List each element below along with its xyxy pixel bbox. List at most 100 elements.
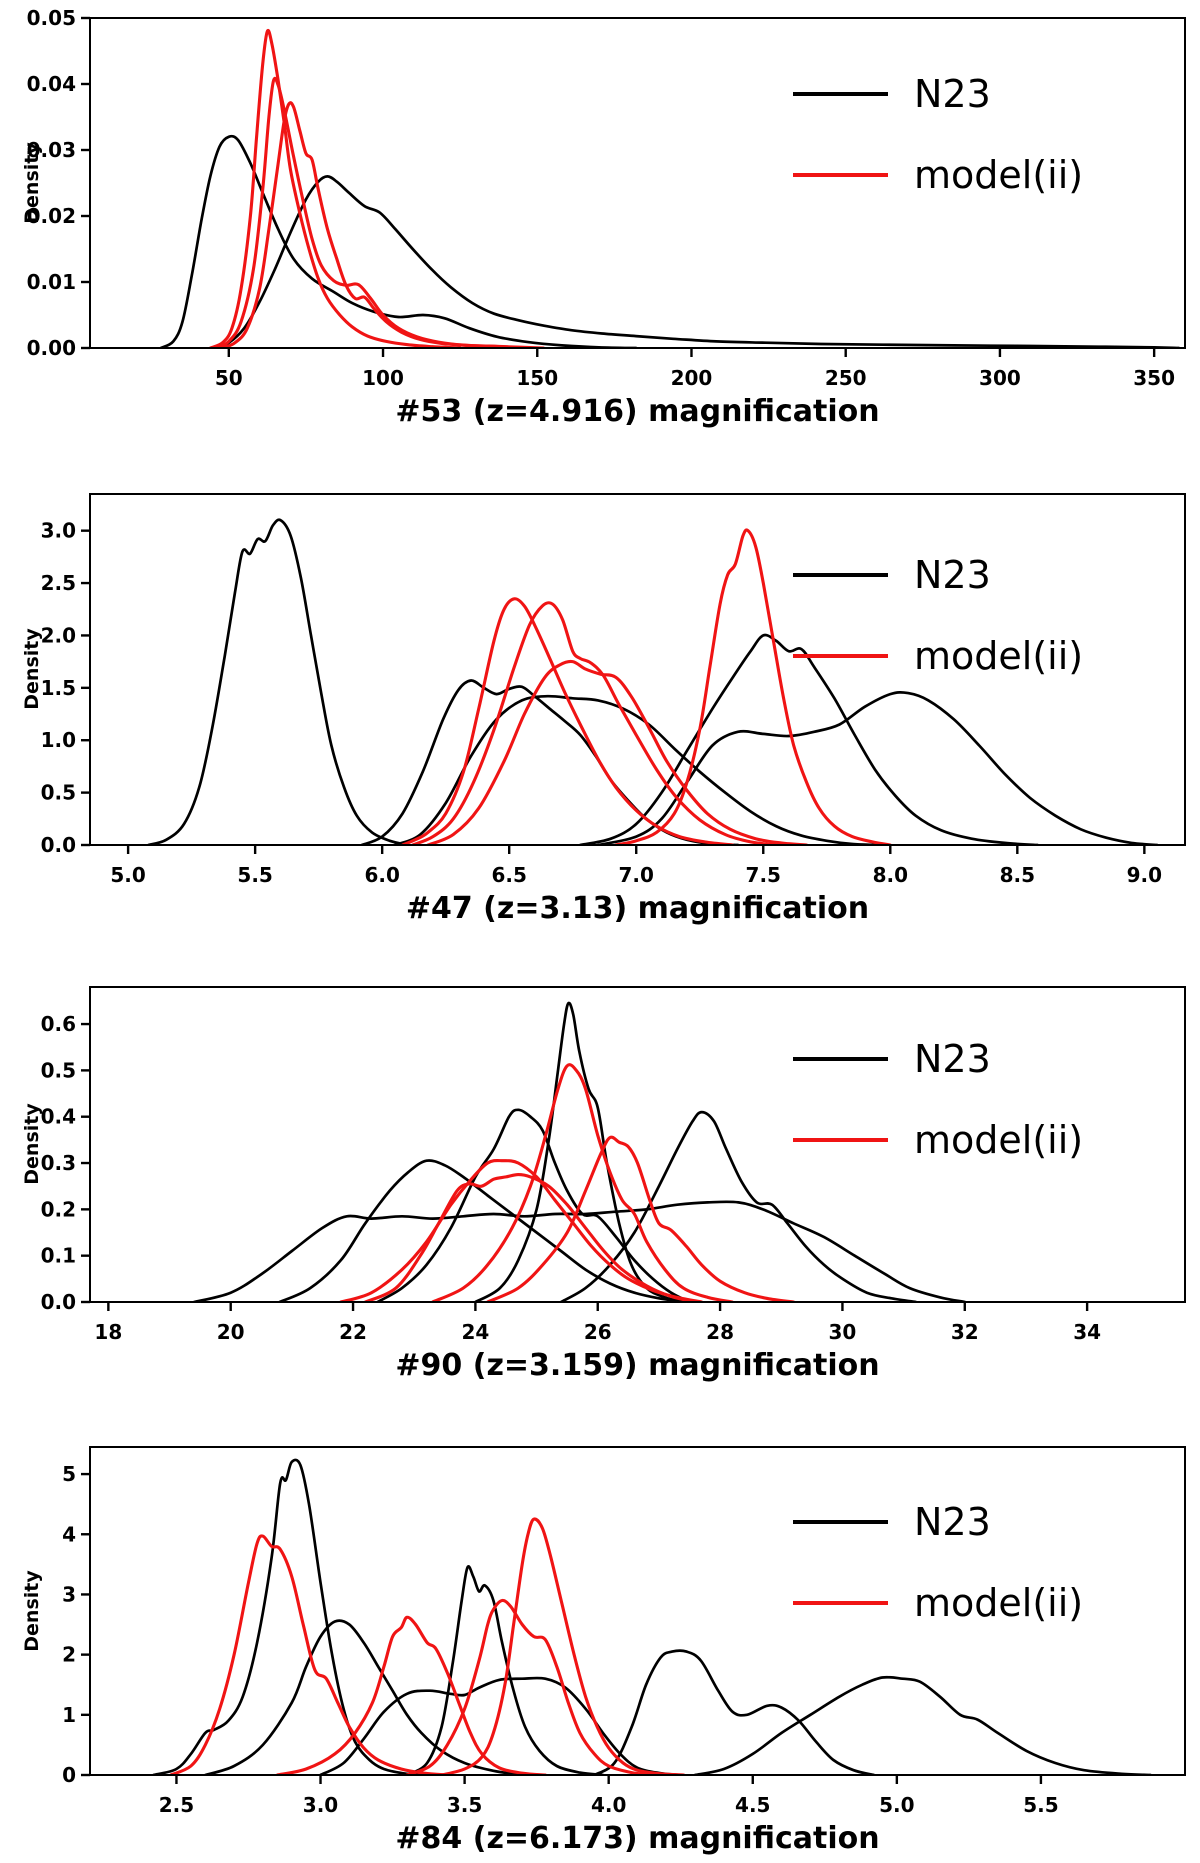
axes-box xyxy=(89,493,1186,846)
legend-label-model-ii: model(ii) xyxy=(914,153,1084,197)
legend-label-n23: N23 xyxy=(914,1037,991,1081)
panel-2: 5.0 5.5 6.0 6.5 7.0 7.5 8.0 8.5 9.0 0.0 0.5 1.0 1.5 2… xyxy=(41,493,1186,887)
y-tick-label: 0.3 xyxy=(41,1151,76,1175)
x-tick-label: 350 xyxy=(1133,366,1175,390)
kde-curve-modelii-4 xyxy=(440,1517,686,1775)
legend-label-n23: N23 xyxy=(914,72,991,116)
y-axis-label: Density xyxy=(21,1103,43,1185)
legend-label-n23: N23 xyxy=(914,553,991,597)
x-tick-label: 2.5 xyxy=(159,1793,194,1817)
x-tick-label: 4.5 xyxy=(735,1793,770,1817)
y-tick-label: 0.04 xyxy=(27,72,76,96)
x-tick-label: 3.0 xyxy=(303,1793,338,1817)
kde-curve-modelii-3 xyxy=(426,659,809,845)
kde-curve-N23-4 xyxy=(405,1565,605,1775)
legend-label-model-ii: model(ii) xyxy=(914,634,1084,678)
legend-line-model-ii xyxy=(793,654,888,658)
kde-curve-modelii-4 xyxy=(614,528,892,845)
x-tick-label: 3.5 xyxy=(447,1793,482,1817)
y-tick-label: 0.0 xyxy=(41,1290,76,1314)
x-tick-label: 50 xyxy=(215,366,243,390)
y-axis-label: Density xyxy=(21,1570,43,1652)
x-tick-label: 28 xyxy=(706,1320,734,1344)
kde-curve-modelii-2 xyxy=(275,1615,547,1775)
x-tick-label: 100 xyxy=(362,366,404,390)
legend-line-n23 xyxy=(793,573,888,577)
y-tick-label: 1.0 xyxy=(41,728,76,752)
panel-1-title: #53 (z=4.916) magnification xyxy=(395,394,880,429)
kde-curve-modelii-2 xyxy=(411,601,778,845)
panel-1: 50 100 150 200 250 300 350 0.00 0.01 0.02 0.03 0.04… xyxy=(27,6,1186,390)
legend-line-model-ii xyxy=(793,1138,888,1142)
kde-curve-N23-2 xyxy=(203,1619,524,1775)
kde-curve-N23-4 xyxy=(474,1001,685,1302)
x-tick-label: 22 xyxy=(339,1320,367,1344)
x-tick-label: 20 xyxy=(217,1320,245,1344)
panel-4-legend: N23 model(ii) xyxy=(793,1500,1083,1662)
axes-box xyxy=(89,17,1186,349)
y-tick-label: 0.01 xyxy=(27,270,76,294)
x-tick-label: 4.0 xyxy=(591,1793,626,1817)
y-tick-label: 4 xyxy=(62,1522,76,1546)
x-tick-label: 7.0 xyxy=(619,863,654,887)
legend-label-model-ii: model(ii) xyxy=(914,1118,1084,1162)
legend-row: model(ii) xyxy=(793,634,1083,678)
legend-row: N23 xyxy=(793,1037,1083,1081)
x-tick-label: 300 xyxy=(979,366,1021,390)
kde-curve-N23-5 xyxy=(559,1110,918,1302)
axes-box xyxy=(89,986,1186,1303)
legend-row: N23 xyxy=(793,1500,1083,1544)
x-tick-label: 6.5 xyxy=(491,863,526,887)
y-tick-label: 0.0 xyxy=(41,833,76,857)
y-tick-label: 0 xyxy=(62,1763,76,1787)
x-tick-label: 6.0 xyxy=(364,863,399,887)
y-tick-label: 1 xyxy=(62,1703,76,1727)
x-tick-label: 26 xyxy=(584,1320,612,1344)
panel-1-legend: N23 model(ii) xyxy=(793,72,1083,234)
kde-curve-N23-2 xyxy=(278,1159,685,1302)
legend-row: model(ii) xyxy=(793,1581,1083,1625)
y-tick-label: 3 xyxy=(62,1582,76,1606)
panel-3: 18 20 22 24 26 28 30 32 34 0.0 0.1 0.2 0.3 0.4 0.5 0.6 xyxy=(41,986,1186,1344)
legend-row: model(ii) xyxy=(793,1118,1083,1162)
x-tick-label: 34 xyxy=(1073,1320,1101,1344)
legend-line-n23 xyxy=(793,1520,888,1524)
y-tick-label: 0.03 xyxy=(27,138,76,162)
x-tick-label: 7.5 xyxy=(746,863,781,887)
x-tick-label: 8.5 xyxy=(1000,863,1035,887)
kde-curve-modelii-1 xyxy=(169,1534,449,1775)
panel-3-legend: N23 model(ii) xyxy=(793,1037,1083,1199)
x-tick-label: 200 xyxy=(671,366,713,390)
x-tick-label: 18 xyxy=(94,1320,122,1344)
kde-curve-N23-5 xyxy=(596,691,1159,845)
x-tick-label: 150 xyxy=(516,366,558,390)
x-tick-label: 5.5 xyxy=(237,863,272,887)
y-tick-label: 5 xyxy=(62,1462,76,1486)
panel-2-title: #47 (z=3.13) magnification xyxy=(405,891,870,926)
x-tick-label: 24 xyxy=(461,1320,489,1344)
kde-curve-N23-5 xyxy=(592,1649,876,1775)
kde-curve-modelii-3 xyxy=(405,1598,654,1775)
x-tick-label: 32 xyxy=(951,1320,979,1344)
x-tick-label: 5.0 xyxy=(110,863,145,887)
y-tick-label: 0.6 xyxy=(41,1012,76,1036)
legend-row: model(ii) xyxy=(793,153,1083,197)
y-tick-label: 0.00 xyxy=(27,336,76,360)
x-tick-label: 5.0 xyxy=(879,1793,914,1817)
legend-line-n23 xyxy=(793,92,888,96)
x-tick-label: 8.0 xyxy=(873,863,908,887)
x-tick-label: 5.5 xyxy=(1023,1793,1058,1817)
kde-curve-modelii-4 xyxy=(486,1135,796,1302)
y-tick-label: 0.2 xyxy=(41,1197,76,1221)
kde-curve-N23-3 xyxy=(319,1676,683,1775)
y-tick-label: 0.4 xyxy=(41,1105,76,1129)
kde-curve-N23-1 xyxy=(147,518,409,845)
kde-curve-modelii-3 xyxy=(221,101,545,348)
panel-2-legend: N23 model(ii) xyxy=(793,553,1083,715)
y-axis-label: Density xyxy=(21,142,43,224)
y-tick-label: 1.5 xyxy=(41,676,76,700)
y-tick-label: 2.5 xyxy=(41,571,76,595)
x-tick-label: 250 xyxy=(825,366,867,390)
kde-curve-modelii-1 xyxy=(339,1158,704,1302)
